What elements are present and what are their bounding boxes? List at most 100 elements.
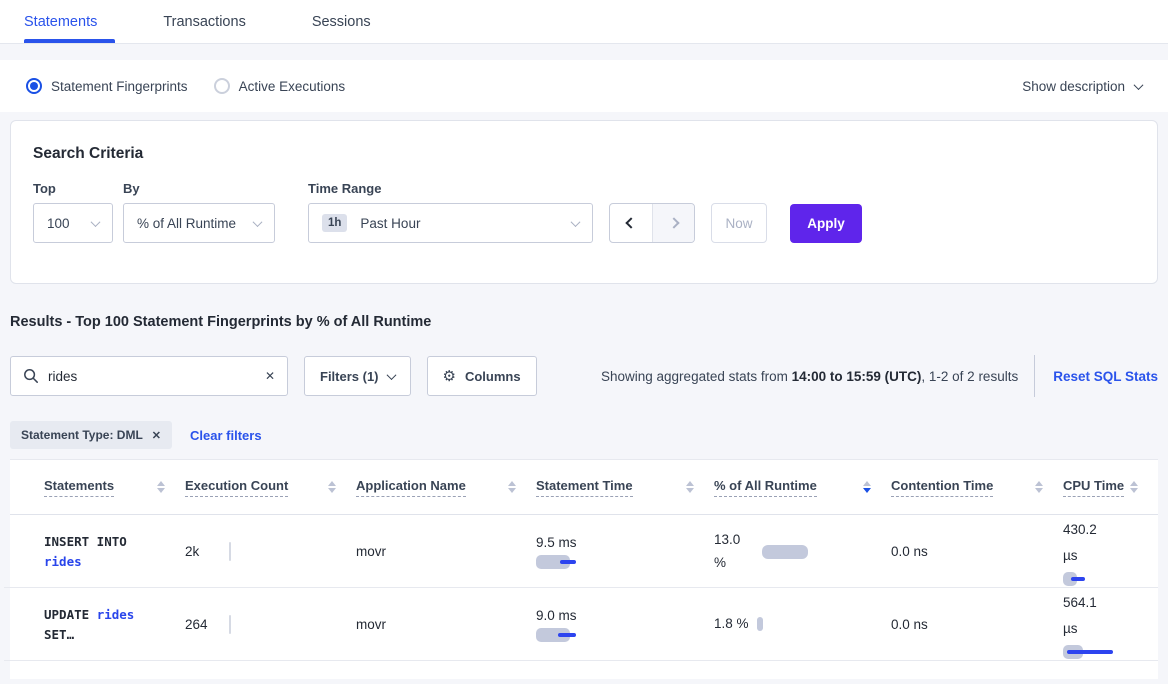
vertical-divider: [1034, 355, 1036, 397]
statement-search-box[interactable]: ✕: [10, 356, 288, 396]
tab-sessions[interactable]: Sessions: [312, 0, 371, 43]
application-name-cell: movr: [356, 617, 386, 632]
clear-filters-link[interactable]: Clear filters: [190, 427, 262, 443]
tab-sessions-label: Sessions: [311, 13, 371, 30]
statement-time-cell: 9.0 ms: [536, 608, 714, 642]
previous-time-range-button[interactable]: [610, 204, 652, 242]
now-button[interactable]: Now: [711, 203, 767, 243]
aggregated-stats-text: Showing aggregated stats from 14:00 to 1…: [601, 368, 1019, 384]
time-range-nav-group: [609, 203, 695, 243]
sort-icon[interactable]: [508, 481, 516, 493]
time-range-badge: 1h: [322, 214, 348, 232]
stats-area: Showing aggregated stats from 14:00 to 1…: [601, 355, 1158, 397]
column-header-cpu-time[interactable]: CPU Time: [1063, 478, 1158, 497]
columns-button[interactable]: ⚙ Columns: [426, 356, 537, 396]
apply-button[interactable]: Apply: [790, 204, 862, 243]
sort-icon[interactable]: [328, 481, 336, 493]
filters-button-label: Filters (1): [320, 368, 379, 384]
cpu-time-bar: [1063, 572, 1133, 587]
filter-chip-row: Statement Type: DML ✕ Clear filters: [10, 421, 1158, 449]
time-range-field-label: Time Range: [308, 181, 382, 196]
filters-button[interactable]: Filters (1): [304, 356, 411, 396]
sort-icon[interactable]: [686, 481, 694, 493]
tab-statements-label: Statements: [24, 13, 98, 30]
show-description-label: Show description: [1022, 78, 1125, 94]
chevron-down-icon: [570, 216, 581, 227]
radio-active-executions-label: Active Executions: [238, 78, 346, 94]
tab-transactions[interactable]: Transactions: [163, 0, 245, 43]
statement-fingerprint-cell: INSERT INTO rides: [44, 533, 127, 569]
search-icon: [24, 369, 38, 383]
results-toolbar: ✕ Filters (1) ⚙ Columns Showing aggregat…: [10, 355, 1158, 397]
by-select[interactable]: % of All Runtime: [123, 203, 275, 243]
statement-link[interactable]: rides: [96, 606, 135, 622]
sql-activity-tab-bar: Statements Transactions Sessions: [0, 0, 1168, 44]
top-select-value: 100: [47, 215, 70, 231]
runtime-pct-bar: [756, 617, 763, 632]
statement-link[interactable]: rides: [44, 553, 82, 569]
search-clear-icon[interactable]: ✕: [264, 369, 275, 383]
tab-statements[interactable]: Statements: [24, 0, 116, 43]
contention-time-cell: 0.0 ns: [891, 544, 928, 559]
time-range-field: Time Range 1h Past Hour: [308, 181, 609, 243]
search-criteria-controls: Top 100 By % of All Runtime Time Range 1…: [33, 181, 1135, 243]
time-range-select[interactable]: 1h Past Hour: [308, 203, 593, 243]
tab-transactions-label: Transactions: [163, 13, 246, 30]
chevron-right-icon: [667, 217, 680, 229]
column-header-application-name[interactable]: Application Name: [356, 478, 536, 497]
table-header-row: Statements Execution Count Application N…: [10, 460, 1158, 515]
application-name-cell: movr: [356, 544, 386, 559]
top-field-label: Top: [33, 181, 56, 196]
column-header-statements[interactable]: Statements: [44, 478, 185, 497]
search-criteria-card: Search Criteria Top 100 By % of All Runt…: [10, 120, 1158, 284]
execution-count-cell: 264: [185, 615, 356, 634]
cpu-time-cell: 564.1 µs: [1063, 590, 1158, 660]
radio-statement-fingerprints[interactable]: Statement Fingerprints: [26, 78, 188, 94]
column-header-statement-time[interactable]: Statement Time: [536, 478, 714, 497]
column-header-runtime-pct[interactable]: % of All Runtime: [714, 478, 891, 497]
top-select[interactable]: 100: [33, 203, 113, 243]
radio-active-executions[interactable]: Active Executions: [213, 78, 346, 94]
sort-icon[interactable]: [157, 481, 165, 493]
column-header-execution-count[interactable]: Execution Count: [185, 478, 356, 497]
search-criteria-title: Search Criteria: [33, 145, 144, 162]
chevron-down-icon: [252, 216, 263, 227]
radio-unselected-icon: [213, 78, 230, 94]
statement-time-bar: [536, 627, 606, 642]
chevron-down-icon: [386, 369, 396, 380]
radio-selected-icon: [26, 78, 42, 94]
statement-time-cell: 9.5 ms: [536, 535, 714, 569]
apply-button-label: Apply: [807, 216, 845, 231]
chevron-down-icon: [1133, 79, 1144, 90]
sort-icon[interactable]: [1130, 481, 1138, 493]
reset-sql-stats-link[interactable]: Reset SQL Stats: [1053, 368, 1158, 384]
column-header-contention-time[interactable]: Contention Time: [891, 478, 1063, 497]
by-field-label: By: [123, 181, 140, 196]
execution-count-bar: [229, 542, 231, 561]
table-row: UPDATE rides SET… 264 movr 9.0 ms 1.8 % …: [4, 588, 1158, 661]
cpu-time-cell: 430.2 µs: [1063, 517, 1158, 587]
top-field: Top 100: [33, 181, 123, 243]
time-range-select-value: Past Hour: [360, 215, 421, 231]
by-field: By % of All Runtime: [123, 181, 308, 243]
radio-statement-fingerprints-label: Statement Fingerprints: [51, 78, 188, 94]
sort-icon-active-desc[interactable]: [863, 481, 871, 493]
statements-table: Statements Execution Count Application N…: [4, 459, 1158, 679]
by-select-value: % of All Runtime: [137, 215, 237, 231]
cpu-time-bar: [1063, 645, 1133, 660]
view-toggle-bar: Statement Fingerprints Active Executions…: [0, 60, 1168, 112]
sort-icon[interactable]: [1035, 481, 1043, 493]
contention-time-cell: 0.0 ns: [891, 617, 928, 632]
chevron-left-icon: [625, 217, 637, 229]
statement-type-filter-chip: Statement Type: DML ✕: [10, 421, 173, 449]
runtime-pct-cell: 1.8 %: [714, 613, 891, 635]
search-input[interactable]: [48, 368, 265, 384]
show-description-toggle[interactable]: Show description: [1022, 78, 1144, 94]
results-heading: Results - Top 100 Statement Fingerprints…: [10, 314, 432, 330]
chip-close-icon[interactable]: ✕: [151, 429, 162, 442]
table-row: INSERT INTO rides 2k movr 9.5 ms 13.0 % …: [4, 515, 1158, 588]
stats-time-range: 14:00 to 15:59 (UTC): [791, 368, 922, 384]
next-time-range-button[interactable]: [652, 204, 694, 242]
chevron-down-icon: [90, 216, 101, 227]
filter-chip-label: Statement Type: DML: [21, 428, 143, 442]
